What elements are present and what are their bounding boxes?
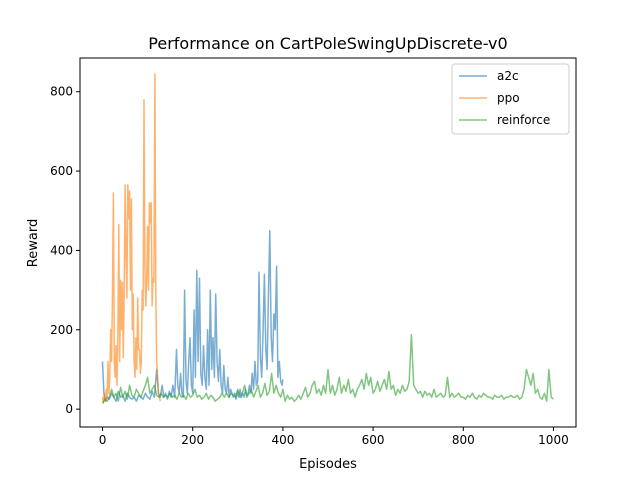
legend-label-a2c: a2c (497, 69, 519, 83)
legend: a2c ppo reinforce (451, 63, 570, 135)
plot-frame (79, 57, 577, 428)
series-line-ppo (101, 73, 162, 404)
y-tick-label: 0 (65, 402, 73, 416)
legend-label-reinforce: reinforce (497, 113, 550, 127)
series-layer (101, 73, 554, 404)
y-tick-label: 600 (50, 164, 73, 178)
series-line-a2c (101, 229, 284, 402)
series-line-reinforce (101, 333, 554, 404)
x-tick-label: 600 (362, 433, 385, 447)
x-tick-label: 800 (452, 433, 475, 447)
x-tick-label: 200 (181, 433, 204, 447)
legend-label-ppo: ppo (497, 91, 520, 105)
y-tick-label: 200 (50, 323, 73, 337)
x-tick-label: 0 (99, 433, 107, 447)
y-axis-label: Reward (26, 219, 41, 267)
x-axis-ticks: 0 200 400 600 800 1000 (99, 427, 569, 447)
legend-box (451, 63, 570, 135)
y-axis-ticks: 0 200 400 600 800 (50, 85, 80, 416)
x-tick-label: 1000 (538, 433, 569, 447)
y-tick-label: 800 (50, 85, 73, 99)
chart-title: Performance on CartPoleSwingUpDiscrete-v… (148, 34, 507, 53)
x-tick-label: 400 (271, 433, 294, 447)
y-tick-label: 400 (50, 243, 73, 257)
x-axis-label: Episodes (299, 457, 357, 472)
